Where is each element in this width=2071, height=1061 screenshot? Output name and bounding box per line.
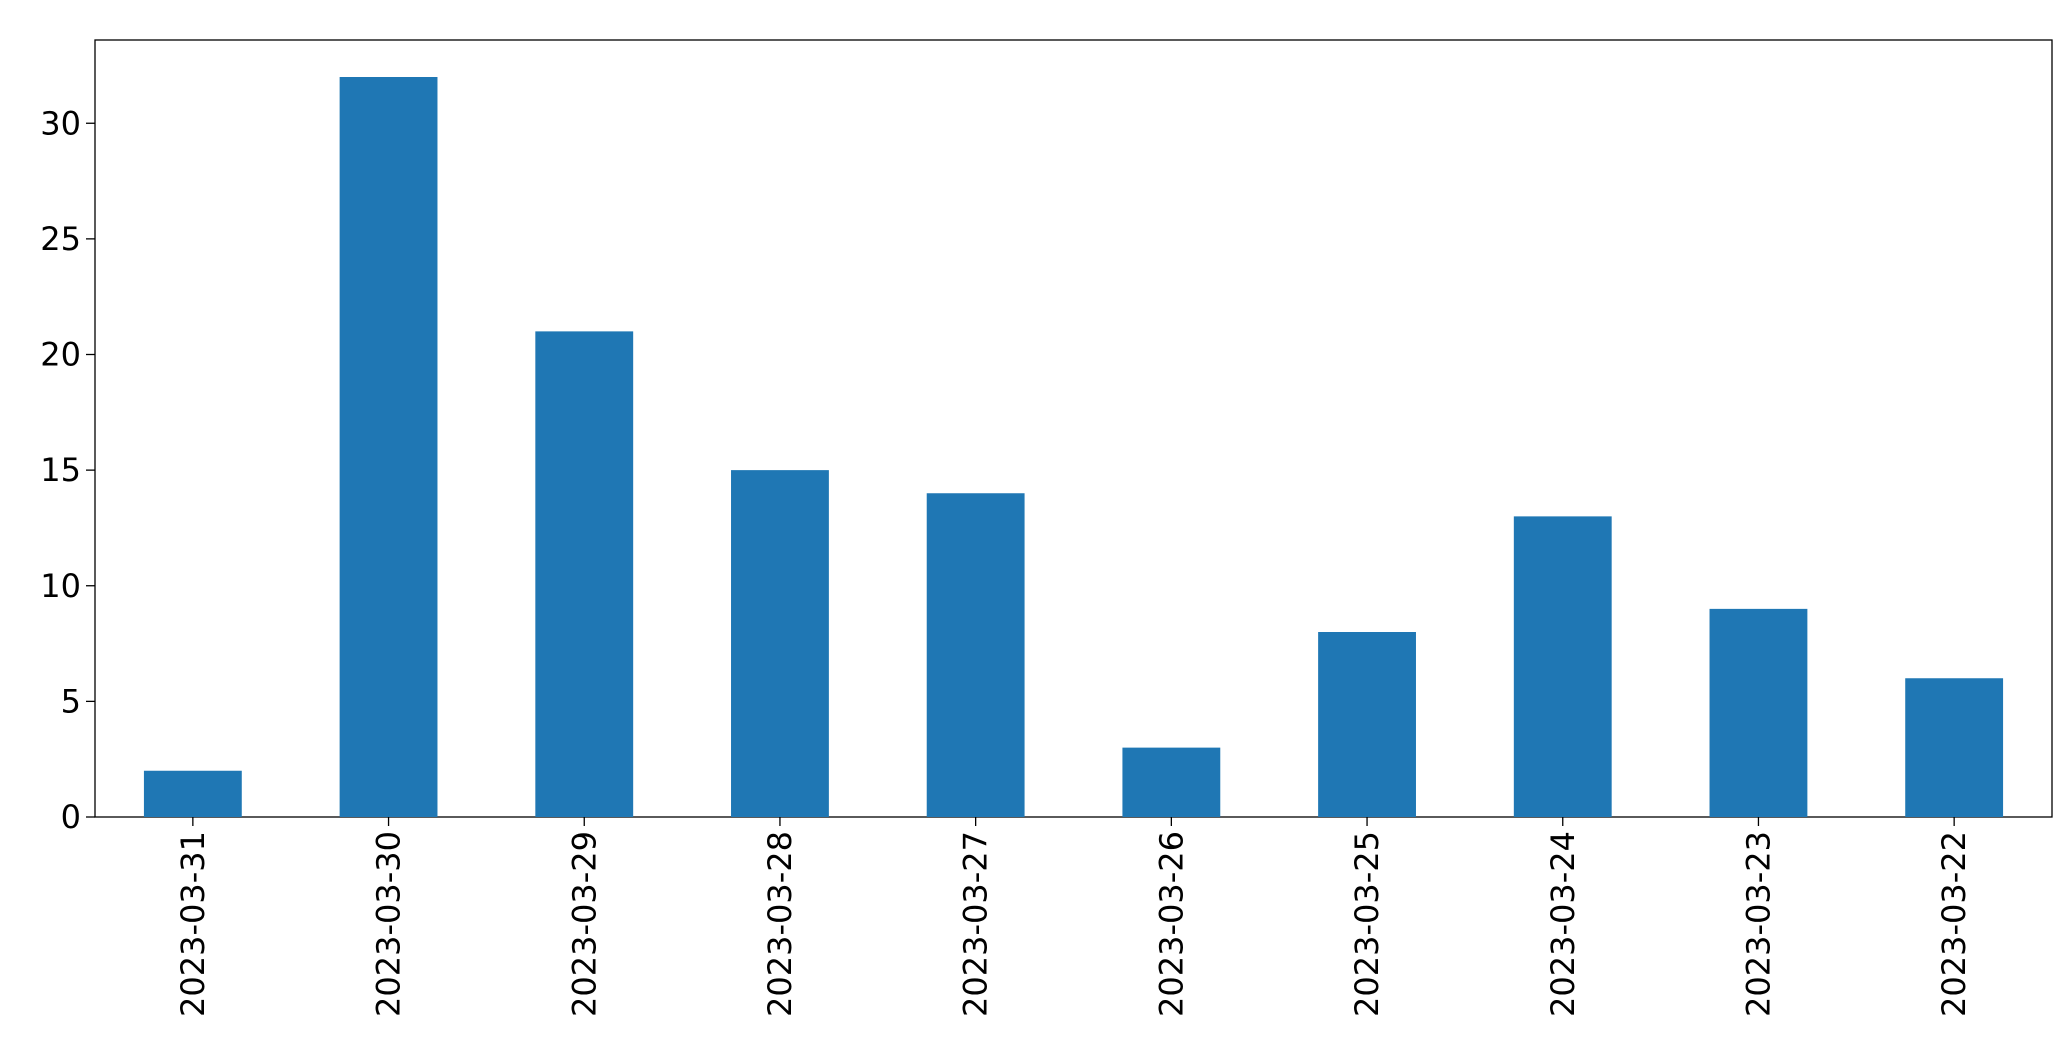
- bar: [926, 493, 1025, 817]
- bar: [1709, 608, 1808, 817]
- y-tick-label: 25: [40, 220, 81, 258]
- y-tick-label: 20: [40, 336, 81, 374]
- bar: [143, 770, 242, 817]
- y-tick-label: 0: [61, 798, 81, 836]
- x-tick-label: 2023-03-28: [761, 831, 799, 1017]
- bar: [1905, 678, 2004, 817]
- x-tick-label: 2023-03-22: [1935, 831, 1973, 1017]
- x-tick-label: 2023-03-23: [1739, 831, 1777, 1017]
- x-tick-label: 2023-03-24: [1544, 831, 1582, 1017]
- bar: [1318, 632, 1416, 817]
- x-tick-label: 2023-03-25: [1348, 831, 1386, 1017]
- x-tick-label: 2023-03-29: [565, 831, 603, 1017]
- y-tick-label: 15: [40, 451, 81, 489]
- x-tick-label: 2023-03-26: [1152, 831, 1190, 1017]
- x-tick-label: 2023-03-30: [370, 831, 408, 1017]
- bar: [731, 470, 829, 817]
- bar: [339, 77, 438, 817]
- bar: [535, 331, 634, 817]
- y-tick-label: 5: [61, 682, 81, 720]
- x-tick-label: 2023-03-27: [957, 831, 995, 1017]
- y-tick-label: 10: [40, 567, 81, 605]
- bar: [1513, 516, 1612, 817]
- bar: [1122, 747, 1221, 817]
- y-tick-label: 30: [40, 104, 81, 142]
- plot-frame: [94, 39, 2053, 818]
- x-tick-label: 2023-03-31: [174, 831, 212, 1017]
